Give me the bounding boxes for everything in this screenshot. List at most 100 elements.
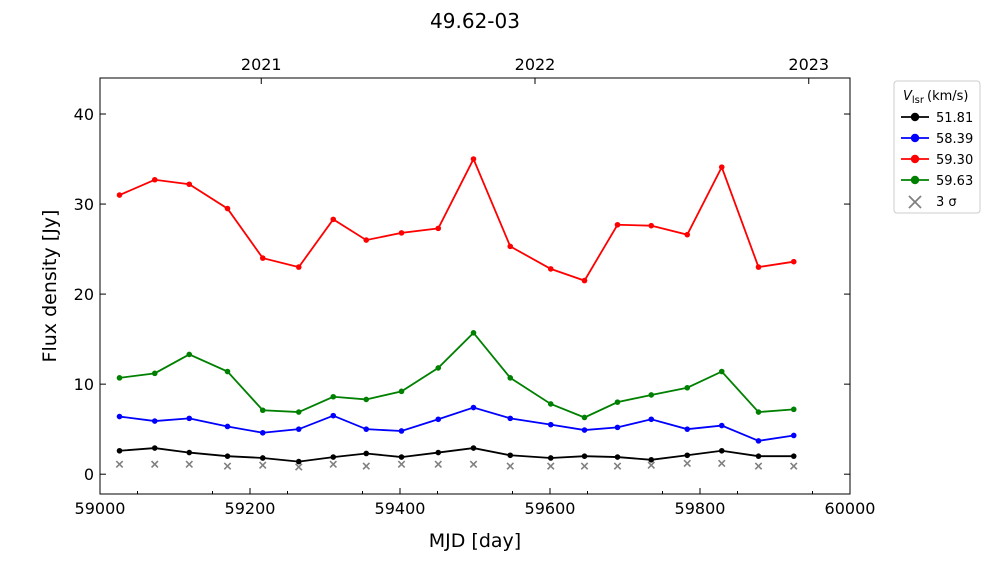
x-axis: 59000 59200 59400 59600 59800 60000 <box>75 488 875 518</box>
sigma-marker-stroke <box>329 460 338 469</box>
x-tick-label: 59000 <box>75 499 126 518</box>
sigma-marker <box>506 462 515 470</box>
series-line-51.81 <box>119 447 794 463</box>
sigma-marker-stroke <box>717 459 726 468</box>
data-point-58.39 <box>718 422 725 429</box>
data-point-59.63 <box>224 368 231 375</box>
y-axis-label: Flux density [Jy] <box>39 210 61 363</box>
sigma-marker <box>258 461 267 469</box>
y-tick-label: 30 <box>74 195 94 214</box>
sigma-marker-stroke <box>546 462 555 470</box>
sigma-marker-stroke <box>115 460 124 469</box>
y-tick-label: 40 <box>74 105 94 124</box>
series-line-59.63 <box>119 331 794 419</box>
sigma-marker-stroke <box>258 461 267 469</box>
x-tick-label: 59600 <box>525 499 576 518</box>
y-tick-label: 10 <box>74 375 94 394</box>
data-point-58.39 <box>398 428 405 434</box>
data-point-58.39 <box>363 426 370 432</box>
data-point-59.63 <box>295 409 302 415</box>
sigma-marker <box>185 460 194 469</box>
data-point-59.63 <box>398 388 405 395</box>
data-point-59.30 <box>507 243 514 250</box>
data-point-51.81 <box>755 453 762 459</box>
legend: Vlsr (km/s) 51.81 58.39 59.30 59.63 3 σ <box>893 80 981 214</box>
data-point-59.63 <box>363 396 370 403</box>
sigma-marker-stroke <box>647 461 656 469</box>
data-point-58.39 <box>648 416 655 423</box>
y-tick-label: 0 <box>84 465 94 484</box>
sigma-marker-stroke <box>185 460 194 469</box>
legend-label-sigma: 3 σ <box>936 195 957 210</box>
data-point-59.63 <box>718 368 725 375</box>
data-point-59.30 <box>116 192 123 198</box>
data-point-59.30 <box>718 164 725 170</box>
data-point-58.39 <box>435 416 442 423</box>
data-point-59.63 <box>648 392 655 398</box>
x-axis-label: MJD [day] <box>429 530 521 552</box>
legend-title-sub: lsr <box>912 95 925 106</box>
legend-label-51.81: 51.81 <box>936 111 973 126</box>
data-point-58.39 <box>295 426 302 432</box>
data-point-51.81 <box>648 456 655 463</box>
data-point-51.81 <box>614 454 621 460</box>
data-point-51.81 <box>470 445 477 451</box>
sigma-marker <box>613 462 622 470</box>
data-point-58.39 <box>470 404 477 411</box>
data-point-59.30 <box>259 255 266 261</box>
sigma-marker-stroke <box>397 460 406 469</box>
legend-entries: 51.81 58.39 59.30 59.63 <box>901 111 973 209</box>
data-point-59.63 <box>507 375 514 381</box>
sigma-marker <box>434 460 443 469</box>
sigma-marker-stroke <box>150 460 159 469</box>
sigma-marker <box>223 462 232 470</box>
x-tick-label: 59800 <box>675 499 726 518</box>
sigma-marker-stroke <box>683 459 692 468</box>
sigma-marker-stroke <box>434 460 443 469</box>
data-point-58.39 <box>581 427 588 433</box>
legend-marker-59.30 <box>910 154 920 164</box>
data-point-51.81 <box>581 453 588 459</box>
sigma-marker-stroke <box>294 463 303 471</box>
data-point-59.30 <box>330 216 337 223</box>
plot-area <box>99 77 851 495</box>
data-point-58.39 <box>224 423 231 430</box>
data-point-59.30 <box>295 264 302 270</box>
data-point-58.39 <box>186 415 193 422</box>
data-point-51.81 <box>330 454 337 460</box>
data-point-59.30 <box>398 230 405 236</box>
data-point-51.81 <box>186 449 193 456</box>
sigma-marker <box>789 462 798 470</box>
legend-marker-sigma <box>908 195 922 209</box>
top-tick-label: 2022 <box>515 55 556 74</box>
legend-title-main: V <box>903 89 913 104</box>
data-point-59.63 <box>790 406 797 413</box>
data-point-59.30 <box>547 266 554 272</box>
data-point-58.39 <box>507 415 514 422</box>
top-tick-label: 2023 <box>788 55 829 74</box>
sigma-marker <box>150 460 159 469</box>
sigma-marker-stroke <box>789 462 798 470</box>
data-point-51.81 <box>116 447 123 454</box>
x-tick-label: 59200 <box>225 499 276 518</box>
data-point-51.81 <box>363 450 370 457</box>
series-line-59.30 <box>119 156 794 282</box>
sigma-marker <box>546 462 555 470</box>
chart-title: 49.62-03 <box>430 9 520 33</box>
data-point-59.30 <box>614 221 621 228</box>
legend-label-59.63: 59.63 <box>936 174 973 189</box>
sigma-marker <box>717 459 726 468</box>
y-tick-label: 20 <box>74 285 94 304</box>
data-point-58.39 <box>684 426 691 432</box>
data-point-59.30 <box>648 222 655 229</box>
data-point-58.39 <box>259 429 266 436</box>
legend-marker-58.39 <box>910 133 920 143</box>
legend-title: Vlsr (km/s) <box>903 89 969 106</box>
sigma-marker <box>362 462 371 470</box>
sigma-marker-stroke <box>506 462 515 470</box>
data-point-51.81 <box>718 447 725 454</box>
legend-marker-51.81 <box>910 112 920 122</box>
top-axis: 2021 2022 2023 <box>241 55 829 84</box>
series-line-58.39 <box>119 406 794 442</box>
